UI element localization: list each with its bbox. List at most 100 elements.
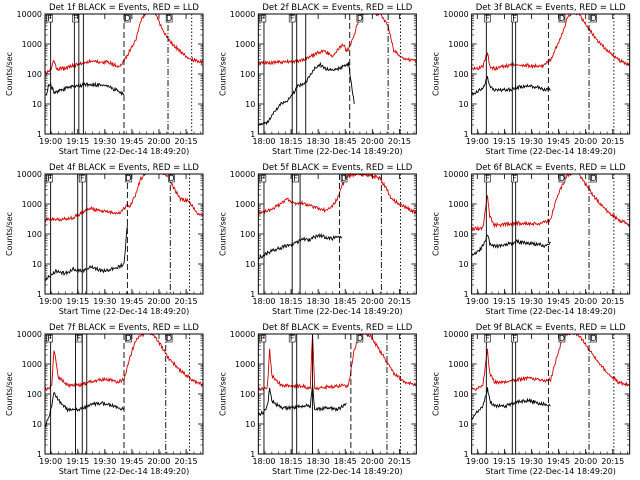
y-tick-label: 10 (458, 260, 468, 269)
marker-label: D (559, 174, 565, 183)
y-tick-label: 1000 (235, 40, 255, 49)
marker-label: F (512, 14, 517, 23)
x-axis-label: Start Time (22-Dec-14 18:49:20) (485, 147, 616, 156)
marker-label: F (293, 174, 298, 183)
x-tick-label: 18:30 (307, 457, 330, 466)
x-tick-label: 19:15 (493, 457, 516, 466)
marker-box (292, 174, 299, 183)
x-tick-label: 19:30 (93, 297, 116, 306)
marker-label: F (47, 334, 52, 343)
plot-frame (471, 13, 631, 135)
y-tick-label: 1 (250, 450, 255, 459)
events-series-line (45, 81, 125, 97)
x-axis-label: Start Time (22-Dec-14 18:49:20) (485, 307, 616, 316)
x-tick-label: 19:45 (547, 457, 570, 466)
marker-box (511, 14, 518, 23)
x-tick-label: 18:30 (307, 137, 330, 146)
y-axis-label: Counts/sec (432, 372, 441, 416)
marker-label: D (590, 174, 596, 183)
x-tick-label: 20:00 (574, 457, 597, 466)
y-tick-label: 100 (240, 390, 255, 399)
marker-label: F (485, 334, 490, 343)
lld-series-line (257, 333, 417, 392)
y-tick-label: 100 (240, 230, 255, 239)
plot-frame (471, 173, 631, 295)
x-tick-label: 19:15 (66, 457, 89, 466)
y-tick-label: 10000 (443, 170, 468, 179)
x-tick-label: 20:15 (175, 297, 198, 306)
marker-label: F (47, 174, 52, 183)
lld-series-line (471, 333, 630, 392)
x-tick-label: 20:15 (601, 297, 624, 306)
y-tick-label: 100 (453, 390, 468, 399)
y-axis-label: Counts/sec (432, 212, 441, 256)
marker-label: F (261, 174, 266, 183)
y-tick-label: 10 (458, 100, 468, 109)
x-axis-label: Start Time (22-Dec-14 18:49:20) (59, 467, 190, 476)
y-axis-label: Counts/sec (5, 372, 14, 416)
y-axis-label: Counts/sec (218, 372, 227, 416)
x-tick-label: 18:30 (307, 297, 330, 306)
plot-frame (44, 173, 204, 295)
y-tick-label: 1 (37, 130, 42, 139)
events-series-line (44, 392, 125, 427)
y-axis-label: Counts/sec (218, 52, 227, 96)
y-tick-label: 10 (245, 260, 255, 269)
marker-label: F (77, 334, 82, 343)
marker-label: D (590, 334, 596, 343)
lld-series-line (44, 333, 204, 392)
lld-series-line (257, 172, 417, 216)
x-axis-label: Start Time (22-Dec-14 18:49:20) (59, 147, 190, 156)
y-tick-label: 10000 (230, 330, 255, 339)
marker-box (165, 14, 173, 23)
y-tick-label: 1 (37, 450, 42, 459)
marker-label: F (261, 14, 266, 23)
x-axis-label: Start Time (22-Dec-14 18:49:20) (272, 467, 403, 476)
marker-box (168, 174, 175, 183)
x-tick-label: 18:15 (280, 297, 303, 306)
plot-frame (257, 13, 417, 135)
x-tick-label: 18:45 (334, 457, 357, 466)
marker-label: D (559, 334, 565, 343)
y-axis-label: Counts/sec (5, 212, 14, 256)
marker-box (75, 334, 83, 343)
y-tick-label: 1000 (448, 360, 468, 369)
marker-label: F (290, 14, 295, 23)
marker-box (72, 14, 79, 23)
marker-label: F (512, 174, 517, 183)
marker-box (356, 334, 364, 343)
y-tick-label: 10 (458, 420, 468, 429)
x-tick-label: 19:00 (466, 297, 489, 306)
marker-label: F (73, 14, 78, 23)
x-tick-label: 18:15 (280, 457, 303, 466)
y-tick-label: 10 (32, 260, 42, 269)
marker-box (511, 334, 518, 343)
x-tick-label: 19:15 (66, 137, 89, 146)
plot-frame (257, 333, 417, 455)
y-tick-label: 100 (453, 70, 468, 79)
y-tick-label: 10 (245, 420, 255, 429)
y-tick-label: 1 (464, 450, 469, 459)
x-tick-label: 19:45 (120, 457, 143, 466)
marker-box (124, 14, 131, 23)
lld-series-line (258, 13, 417, 66)
marker-box (484, 14, 491, 23)
x-axis-label: Start Time (22-Dec-14 18:49:20) (485, 467, 616, 476)
x-tick-label: 19:30 (520, 137, 543, 146)
marker-box (590, 14, 597, 23)
marker-label: F (512, 334, 517, 343)
marker-label: F (261, 334, 266, 343)
chart-title: Det 5f BLACK = Events, RED = LLD (262, 163, 412, 173)
chart-title: Det 3f BLACK = Events, RED = LLD (476, 3, 626, 13)
marker-label: D (357, 14, 363, 23)
x-tick-label: 18:15 (280, 137, 303, 146)
marker-label: D (559, 14, 565, 23)
y-tick-label: 10000 (17, 10, 42, 19)
marker-box (590, 174, 597, 183)
x-tick-label: 19:30 (93, 457, 116, 466)
chart-title: Det 7f BLACK = Events, RED = LLD (49, 323, 199, 333)
